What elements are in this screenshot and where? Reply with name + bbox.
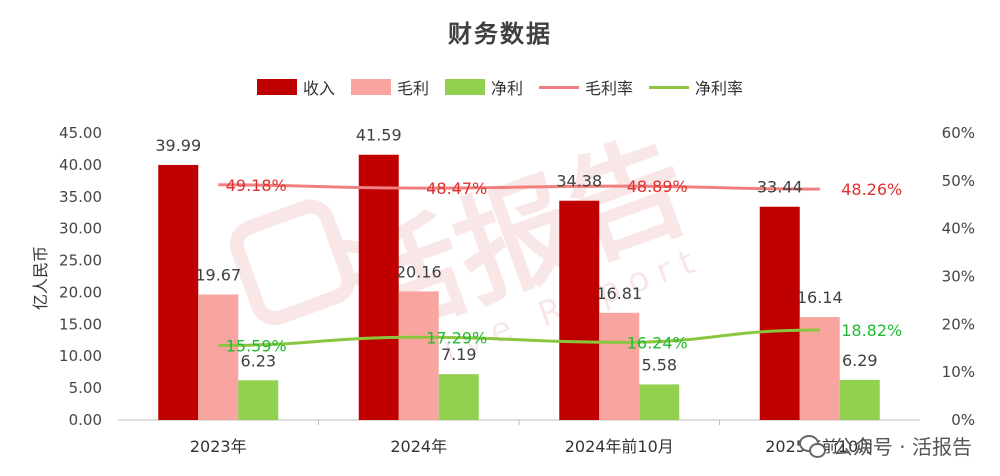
bar-data-label: 34.38 — [556, 172, 602, 191]
bar-data-label: 39.99 — [155, 136, 201, 155]
legend-swatch-gross-profit — [350, 79, 391, 95]
y-tick-label: 25.00 — [59, 252, 102, 270]
legend-swatch-net-profit — [444, 79, 485, 95]
y2-tick-label: 60% — [942, 124, 975, 142]
bar-data-label: 6.23 — [240, 351, 276, 370]
x-tick-label: 2024年 — [390, 437, 447, 456]
line-gross-margin — [218, 183, 820, 191]
bar-net-profit — [238, 380, 279, 420]
bar-gross-profit — [398, 291, 439, 420]
bar-revenue — [559, 200, 600, 420]
legend-label-gross-profit: 毛利 — [396, 79, 429, 98]
legend-item-revenue: 收入 — [256, 75, 335, 99]
data-labels-group: 39.99 41.59 34.38 33.44 19.67 20.16 16.81 16.14… — [155, 126, 902, 375]
bar-revenue — [358, 154, 399, 420]
line-net-margin — [218, 328, 820, 347]
legend-line-gross-margin — [539, 85, 579, 89]
legend-swatch-revenue — [256, 79, 297, 95]
y2-tick-label: 30% — [942, 268, 975, 286]
bar-data-label: 7.19 — [441, 345, 477, 364]
legend-item-gross-profit: 毛利 — [350, 75, 429, 99]
bar-net-profit — [639, 384, 680, 420]
legend-line-net-margin — [649, 85, 690, 89]
bar-data-label: 16.81 — [596, 284, 642, 303]
legend-label-revenue: 收入 — [302, 79, 335, 98]
y2-tick-label: 20% — [942, 315, 975, 333]
y2-tick-label: 10% — [942, 363, 975, 381]
line-data-label: 16.24% — [627, 333, 688, 352]
line-data-label: 18.82% — [841, 321, 902, 340]
bar-revenue — [759, 206, 800, 420]
bar-gross-profit — [799, 317, 840, 420]
bar-revenue — [158, 164, 199, 420]
footer-brand-text: 公众号 · 活报告 — [832, 435, 972, 459]
legend-item-net-profit: 净利 — [444, 75, 523, 99]
bar-data-label: 16.14 — [797, 288, 843, 307]
bar-gross-profit — [198, 294, 239, 420]
x-tick-label: 2024年前10月 — [565, 437, 674, 456]
bar-data-label: 6.29 — [842, 351, 878, 370]
lines-group — [218, 183, 820, 347]
bars-group — [158, 154, 880, 420]
line-data-label: 15.59% — [226, 336, 287, 355]
y2-tick-label: 50% — [942, 172, 975, 190]
y2-tick-label: 40% — [942, 220, 975, 238]
line-data-label: 48.26% — [841, 180, 902, 199]
line-data-label: 48.47% — [426, 179, 487, 198]
bar-data-label: 19.67 — [195, 266, 241, 285]
y-tick-label: 40.00 — [59, 156, 102, 174]
chart-legend: 收入 毛利 净利 毛利率 净利率 — [0, 75, 1000, 99]
y2-tick-label: 0% — [951, 411, 975, 429]
legend-item-gross-margin: 毛利率 — [539, 75, 633, 99]
y-tick-label: 0.00 — [69, 411, 102, 429]
bar-net-profit — [839, 379, 880, 420]
bar-data-label: 5.58 — [641, 355, 677, 374]
watermark-logo-mark — [229, 199, 356, 326]
bar-data-label: 20.16 — [396, 262, 442, 281]
y-tick-label: 5.00 — [69, 379, 102, 397]
y-tick-label: 15.00 — [59, 315, 102, 333]
legend-label-net-margin: 净利率 — [695, 79, 744, 98]
line-data-label: 17.29% — [426, 328, 487, 347]
bar-data-label: 33.44 — [757, 178, 803, 197]
bar-net-profit — [438, 374, 479, 420]
legend-item-net-margin: 净利率 — [649, 75, 743, 99]
y-tick-label: 30.00 — [59, 220, 102, 238]
line-data-label: 49.18% — [226, 176, 287, 195]
y-tick-label: 10.00 — [59, 347, 102, 365]
legend-label-net-profit: 净利 — [490, 79, 523, 98]
y-tick-label: 35.00 — [59, 188, 102, 206]
y-axis-title: 亿人民币 — [31, 246, 50, 310]
footer-brand: 公众号 · 活报告 — [798, 431, 972, 460]
y-tick-label: 20.00 — [59, 283, 102, 301]
y-tick-label: 45.00 — [59, 124, 102, 142]
bar-data-label: 41.59 — [356, 126, 402, 145]
bar-gross-profit — [599, 312, 640, 420]
chart-title: 财务数据 — [448, 19, 552, 48]
x-tick-label: 2023年 — [190, 437, 247, 456]
legend-label-gross-margin: 毛利率 — [585, 79, 634, 98]
line-data-label: 48.89% — [627, 177, 688, 196]
wechat-icon — [798, 434, 826, 458]
